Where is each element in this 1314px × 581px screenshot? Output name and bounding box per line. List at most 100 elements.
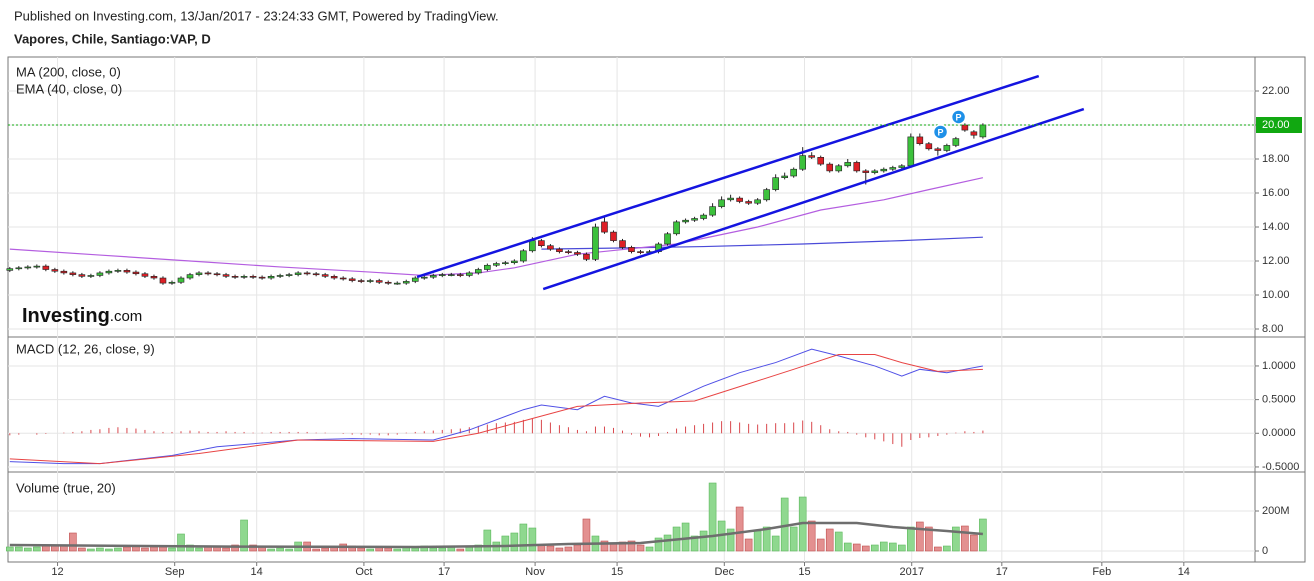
series-line	[9, 177, 984, 277]
volume-bar	[222, 547, 230, 552]
volume-bar	[816, 538, 825, 552]
volume-bar	[852, 543, 861, 552]
candle-body	[267, 276, 275, 279]
volume-bar	[285, 548, 293, 552]
candle-body	[700, 214, 707, 219]
x-tick-label: 17	[996, 566, 1008, 578]
volume-bar	[240, 519, 248, 552]
y-tick-label: 10.00	[1262, 289, 1290, 301]
y-tick-label: 0.0000	[1262, 427, 1296, 439]
candle-body	[303, 272, 311, 275]
candle-body	[925, 143, 933, 150]
volume-bar	[267, 548, 275, 552]
candle-body	[123, 270, 131, 273]
candle-body	[249, 276, 257, 278]
candle-body	[466, 272, 473, 276]
volume-bar	[807, 520, 816, 552]
candle-body	[132, 271, 140, 275]
volume-bar	[78, 547, 86, 552]
series-line	[9, 348, 983, 465]
candle-body	[619, 240, 626, 248]
volume-bar	[789, 526, 798, 552]
candle-body	[709, 206, 716, 216]
x-tick-label: Feb	[1092, 566, 1111, 578]
candle-body	[321, 274, 329, 277]
candle-body	[484, 264, 491, 270]
volume-bar	[555, 547, 564, 552]
volume-bar	[186, 544, 194, 552]
candle-body	[889, 167, 897, 170]
candle-body	[727, 197, 734, 201]
volume-bar	[843, 542, 852, 552]
candle-body	[457, 274, 464, 276]
volume-bar	[150, 546, 158, 552]
volume-bar	[825, 528, 834, 552]
volume-bar	[276, 547, 284, 552]
y-tick-label: 1.0000	[1262, 360, 1296, 372]
volume-bar	[114, 547, 122, 552]
volume-bar	[925, 526, 933, 552]
candle-body	[87, 275, 95, 277]
candle-body	[943, 145, 951, 151]
candle-body	[6, 268, 14, 271]
legend-entry: EMA (40, close, 0)	[16, 81, 122, 96]
candle-body	[970, 131, 978, 136]
candle-body	[952, 138, 960, 146]
frame	[7, 56, 1306, 563]
volume-bar	[177, 533, 185, 552]
volume-bar	[510, 532, 519, 552]
panel-title: MACD (12, 26, close, 9)	[16, 341, 155, 356]
candle-body	[357, 280, 365, 282]
candle-body	[979, 124, 987, 138]
volume-bar	[123, 546, 131, 552]
volume-bar	[69, 532, 77, 552]
volume-bar	[33, 546, 41, 552]
x-tick-label: 15	[798, 566, 810, 578]
candle-body	[610, 231, 617, 241]
candle-body	[691, 218, 698, 221]
candle-body	[168, 281, 176, 284]
volume-bar	[753, 530, 762, 552]
volume-bar	[708, 482, 717, 552]
volume-bar	[961, 525, 969, 552]
volume-bar	[861, 545, 870, 552]
y-tick-label: 0	[1262, 545, 1268, 557]
event-marker	[932, 124, 949, 140]
volume-bar	[141, 547, 149, 552]
y-tick-label: 200M	[1262, 505, 1290, 517]
volume-bar	[159, 546, 167, 552]
candle-body	[790, 168, 797, 177]
volume-bar	[582, 518, 591, 552]
volume-bar	[699, 530, 708, 552]
volume-bar	[528, 527, 537, 552]
volume-bar	[474, 544, 483, 552]
volume-bar	[627, 540, 636, 552]
volume-bar	[970, 534, 978, 552]
candle-body	[339, 277, 347, 280]
volume-bar	[42, 545, 50, 552]
x-tick-label: 17	[438, 566, 450, 578]
volume-bar	[762, 526, 771, 552]
candle-body	[375, 280, 383, 283]
x-tick-label: 14	[251, 566, 263, 578]
candle-body	[204, 272, 212, 275]
candle-body	[447, 274, 455, 276]
candle-body	[285, 274, 293, 276]
candle-body	[592, 226, 599, 260]
candle-body	[150, 276, 158, 279]
volume-bar	[438, 547, 447, 552]
candle-body	[213, 273, 221, 276]
candle-body	[934, 148, 942, 151]
y-tick-label: 8.00	[1262, 323, 1283, 335]
candle-body	[420, 276, 428, 279]
candle-body	[862, 170, 870, 173]
volume-bar	[15, 546, 23, 552]
candle-body	[159, 277, 167, 284]
candle-body	[294, 272, 302, 275]
candle-body	[547, 245, 554, 250]
candle-body	[312, 273, 320, 276]
volume-bar	[393, 548, 402, 552]
series-line	[9, 521, 983, 549]
